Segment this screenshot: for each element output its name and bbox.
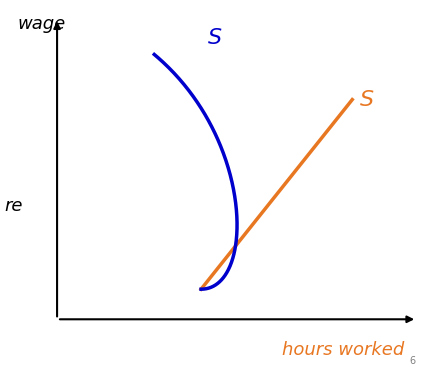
Text: wage: wage (18, 15, 66, 33)
Text: S: S (208, 29, 222, 48)
Text: 6: 6 (409, 356, 415, 366)
Text: S: S (359, 90, 373, 110)
Text: re: re (4, 196, 23, 215)
Text: hours worked: hours worked (281, 341, 403, 359)
